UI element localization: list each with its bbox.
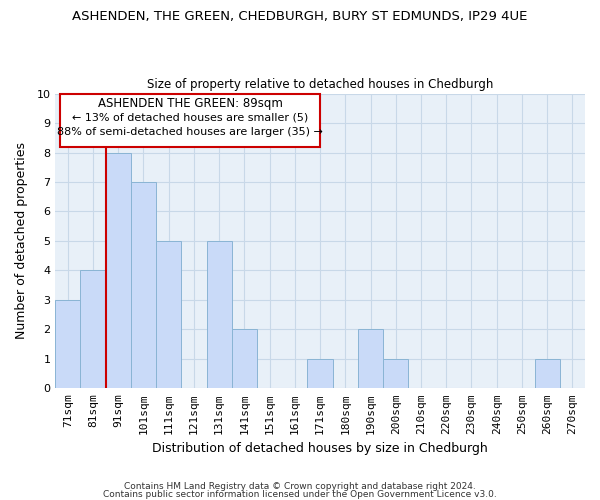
Title: Size of property relative to detached houses in Chedburgh: Size of property relative to detached ho…: [147, 78, 493, 91]
Bar: [307, 359, 333, 388]
Bar: [55, 300, 80, 388]
Bar: [383, 359, 409, 388]
Bar: [206, 241, 232, 388]
Bar: [232, 330, 257, 388]
Text: Contains HM Land Registry data © Crown copyright and database right 2024.: Contains HM Land Registry data © Crown c…: [124, 482, 476, 491]
Text: Contains public sector information licensed under the Open Government Licence v3: Contains public sector information licen…: [103, 490, 497, 499]
Bar: [156, 241, 181, 388]
X-axis label: Distribution of detached houses by size in Chedburgh: Distribution of detached houses by size …: [152, 442, 488, 455]
Text: ← 13% of detached houses are smaller (5): ← 13% of detached houses are smaller (5): [72, 112, 308, 122]
Bar: [535, 359, 560, 388]
Y-axis label: Number of detached properties: Number of detached properties: [15, 142, 28, 340]
Bar: [80, 270, 106, 388]
Text: ASHENDEN THE GREEN: 89sqm: ASHENDEN THE GREEN: 89sqm: [98, 96, 283, 110]
Bar: [131, 182, 156, 388]
Bar: [106, 152, 131, 388]
FancyBboxPatch shape: [61, 94, 320, 146]
Text: 88% of semi-detached houses are larger (35) →: 88% of semi-detached houses are larger (…: [58, 128, 323, 138]
Text: ASHENDEN, THE GREEN, CHEDBURGH, BURY ST EDMUNDS, IP29 4UE: ASHENDEN, THE GREEN, CHEDBURGH, BURY ST …: [73, 10, 527, 23]
Bar: [358, 330, 383, 388]
